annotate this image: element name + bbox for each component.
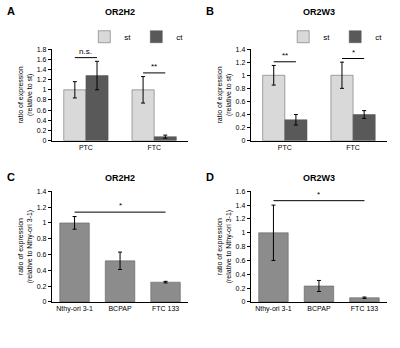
svg-text:0: 0 [241,137,245,144]
svg-text:0.4: 0.4 [37,267,47,274]
svg-text:0.6: 0.6 [37,251,47,258]
svg-text:ratio of expression(relative t: ratio of expression(relative to Nthy-ori… [17,210,34,284]
svg-text:FTC: FTC [346,144,360,151]
svg-text:0.2: 0.2 [37,127,47,134]
svg-text:0.2: 0.2 [37,283,47,290]
svg-text:*: * [119,201,122,210]
svg-text:FTC: FTC [147,144,161,151]
svg-text:1.6: 1.6 [37,56,47,63]
svg-text:D: D [206,171,214,183]
svg-text:**: ** [151,62,157,71]
svg-text:Nthy-ori 3-1: Nthy-ori 3-1 [56,305,93,313]
svg-text:ratio of expression(relative t: ratio of expression(relative to st) [216,66,233,123]
svg-text:0.6: 0.6 [236,98,246,105]
svg-text:ct: ct [176,33,183,42]
svg-text:0.4: 0.4 [37,117,47,124]
svg-text:0.6: 0.6 [37,107,47,114]
svg-text:PTC: PTC [278,144,292,151]
svg-text:1.2: 1.2 [236,215,246,222]
svg-text:C: C [7,171,15,183]
svg-text:1: 1 [42,219,46,226]
svg-text:1.2: 1.2 [37,76,47,83]
svg-text:1.4: 1.4 [37,66,47,73]
svg-text:st: st [323,33,330,42]
svg-text:Nthy-ori 3-1: Nthy-ori 3-1 [255,305,292,313]
svg-text:ratio of expression(relative t: ratio of expression(relative to Nthy-ori… [216,210,233,284]
svg-text:0.2: 0.2 [236,124,246,131]
svg-text:BCPAP: BCPAP [108,305,132,312]
svg-text:1.4: 1.4 [236,202,246,209]
svg-text:1.6: 1.6 [236,188,246,195]
svg-text:1.8: 1.8 [37,46,47,53]
svg-text:0.8: 0.8 [236,85,246,92]
svg-text:FTC 133: FTC 133 [152,305,179,312]
svg-text:*: * [317,190,320,199]
svg-text:FTC 133: FTC 133 [351,305,378,312]
svg-text:1.2: 1.2 [37,204,47,211]
svg-text:0: 0 [42,298,46,305]
svg-text:1.4: 1.4 [37,188,47,195]
svg-text:ratio of expression(relative t: ratio of expression(relative to st) [17,66,34,123]
svg-text:*: * [352,48,355,57]
svg-text:n.s.: n.s. [79,47,92,56]
svg-text:OR2H2: OR2H2 [105,173,135,183]
svg-text:0: 0 [42,137,46,144]
svg-text:0.4: 0.4 [236,271,246,278]
svg-text:1: 1 [241,229,245,236]
svg-text:1: 1 [42,86,46,93]
svg-text:1.4: 1.4 [236,46,246,53]
svg-text:OR2W3: OR2W3 [303,7,335,17]
svg-text:BCPAP: BCPAP [307,305,331,312]
svg-text:1: 1 [241,72,245,79]
svg-text:1.2: 1.2 [236,59,246,66]
svg-text:**: ** [282,51,288,60]
svg-text:0.8: 0.8 [37,235,47,242]
svg-text:A: A [7,5,15,17]
svg-text:PTC: PTC [79,144,93,151]
svg-text:0.4: 0.4 [236,111,246,118]
svg-text:0: 0 [241,298,245,305]
svg-text:0.8: 0.8 [236,243,246,250]
svg-text:OR2W3: OR2W3 [303,173,335,183]
svg-text:0.6: 0.6 [236,257,246,264]
svg-text:OR2H2: OR2H2 [105,7,135,17]
svg-text:B: B [206,5,214,17]
svg-text:st: st [124,33,131,42]
svg-text:0.2: 0.2 [236,285,246,292]
svg-text:ct: ct [375,33,382,42]
svg-text:0.8: 0.8 [37,96,47,103]
